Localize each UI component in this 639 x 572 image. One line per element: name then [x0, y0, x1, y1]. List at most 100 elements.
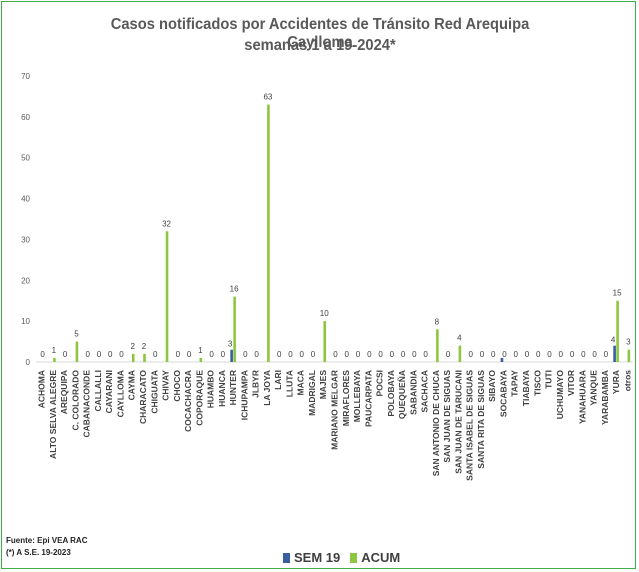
bar-sem19: [613, 345, 616, 362]
x-category-label: SABANDIA: [408, 370, 418, 415]
data-label-acum: 0: [221, 350, 226, 359]
x-category-label: MOLLEBAYA: [352, 370, 362, 422]
x-category-label: CHOCO: [172, 370, 182, 402]
x-category-label: otros: [622, 370, 632, 392]
data-label-acum: 15: [613, 289, 622, 298]
data-label-acum: 0: [401, 350, 406, 359]
data-label-acum: 0: [311, 350, 316, 359]
data-label-acum: 16: [230, 285, 239, 294]
x-category-label: SAN JUAN DE TARUCANI: [453, 370, 463, 474]
data-label-acum: 0: [581, 350, 586, 359]
data-label-acum: 0: [333, 350, 338, 359]
bar-acum: [131, 353, 135, 362]
data-label-acum: 0: [423, 350, 428, 359]
data-label-acum: 1: [198, 346, 203, 355]
legend-sem19: SEM 19: [283, 550, 340, 565]
x-category-label: CHIVAY: [161, 370, 171, 401]
x-category-label: YANQUE: [589, 370, 599, 406]
data-label-acum: 2: [131, 342, 136, 351]
y-tick-label: 30: [21, 235, 30, 244]
data-label-acum: 1: [52, 346, 57, 355]
x-category-label: TISCO: [532, 370, 542, 396]
data-label-acum: 0: [209, 350, 214, 359]
x-category-label: SANTA RITA DE SIGUAS: [476, 370, 486, 469]
bar-acum: [143, 353, 146, 362]
bar-acum: [199, 357, 203, 362]
data-label-acum: 0: [85, 350, 90, 359]
data-label-acum: 8: [435, 317, 440, 326]
data-label-acum: 0: [570, 350, 575, 359]
x-category-label: ACHOMA: [37, 370, 47, 408]
x-category-label: CABANACONDE: [82, 370, 92, 438]
data-label-acum: 0: [40, 350, 45, 359]
data-label-acum: 0: [97, 350, 102, 359]
bar-acum: [233, 296, 236, 362]
data-label-sem19: 4: [611, 336, 616, 345]
y-tick-label: 40: [21, 195, 30, 204]
bar-acum: [75, 341, 79, 362]
data-label-acum: 63: [263, 93, 272, 102]
x-category-label: TUTI: [544, 370, 554, 389]
x-category-label: UCHUMAYO: [555, 370, 565, 420]
data-label-acum: 0: [468, 350, 473, 359]
source-note: Fuente: Epi VEA RAC: [6, 536, 88, 545]
x-category-label: ALTO SELVA ALEGRE: [48, 370, 58, 459]
data-label-acum: 0: [119, 350, 124, 359]
bar-acum: [616, 300, 619, 362]
x-category-label: JLBYR: [251, 370, 261, 398]
x-category-label: YANAHUARA: [577, 370, 587, 424]
bar-acum: [53, 357, 56, 362]
bar-acum: [436, 329, 439, 362]
data-label-acum: 0: [345, 350, 350, 359]
bar-acum: [165, 231, 169, 362]
x-category-label: MAJES: [318, 370, 328, 400]
x-category-label: SAN ANTONIO DE CHUCA: [431, 370, 441, 476]
x-category-label: PAUCARPATA: [363, 370, 373, 427]
data-label-acum: 0: [243, 350, 248, 359]
x-category-label: CAYMA: [127, 370, 137, 400]
bar-acum: [323, 321, 327, 362]
x-category-label: SIBAYO: [487, 370, 497, 402]
data-label-acum: 0: [108, 350, 113, 359]
bar-acum: [267, 104, 270, 362]
data-label-acum: 0: [378, 350, 383, 359]
data-label-acum: 0: [592, 350, 597, 359]
legend-sem19-label: SEM 19: [294, 550, 341, 565]
x-category-label: POLOBAYA: [386, 370, 396, 417]
x-category-label: MIRAFLORES: [341, 370, 351, 427]
data-label-acum: 0: [288, 350, 293, 359]
data-label-acum: 0: [63, 350, 68, 359]
x-category-label: TIABAYA: [521, 370, 531, 406]
data-label-acum: 5: [74, 330, 79, 339]
data-label-acum: 0: [491, 350, 496, 359]
legend-acum: ACUM: [350, 550, 400, 565]
x-category-label: SOCABAYA: [498, 370, 508, 417]
x-category-label: SACHACA: [420, 370, 430, 413]
x-category-label: CHARACATO: [138, 370, 148, 424]
y-tick-label: 50: [21, 154, 30, 163]
x-category-label: YARABAMBA: [600, 370, 610, 425]
x-category-label: QUEQUEÑA: [397, 370, 407, 419]
data-label-acum: 0: [536, 350, 541, 359]
x-category-label: SAN JUAN DE SIGUAS: [442, 370, 452, 463]
x-category-label: HUAMBO: [206, 370, 216, 409]
x-category-label: CAYARANI: [104, 370, 114, 413]
x-category-label: LARI: [273, 370, 283, 390]
x-category-label: COCACHACRA: [183, 370, 193, 432]
chart-title: Casos notificados por Accidentes de Trán…: [110, 16, 530, 51]
data-label-acum: 0: [446, 350, 451, 359]
x-category-label: C. COLORADO: [70, 370, 80, 431]
data-label-acum: 0: [299, 350, 304, 359]
period-note: (*) A S.E. 19-2023: [6, 548, 71, 557]
chart-subtitle: semanas 1 a 19-2024*: [244, 37, 396, 54]
data-label-acum: 0: [367, 350, 372, 359]
bar-acum: [458, 345, 462, 362]
data-label-acum: 0: [390, 350, 395, 359]
x-category-label: CALLALLI: [93, 370, 103, 412]
data-label-acum: 0: [277, 350, 282, 359]
x-category-label: CAYLLOMA: [115, 370, 125, 417]
data-label-acum: 4: [457, 334, 462, 343]
data-label-acum: 0: [547, 350, 552, 359]
